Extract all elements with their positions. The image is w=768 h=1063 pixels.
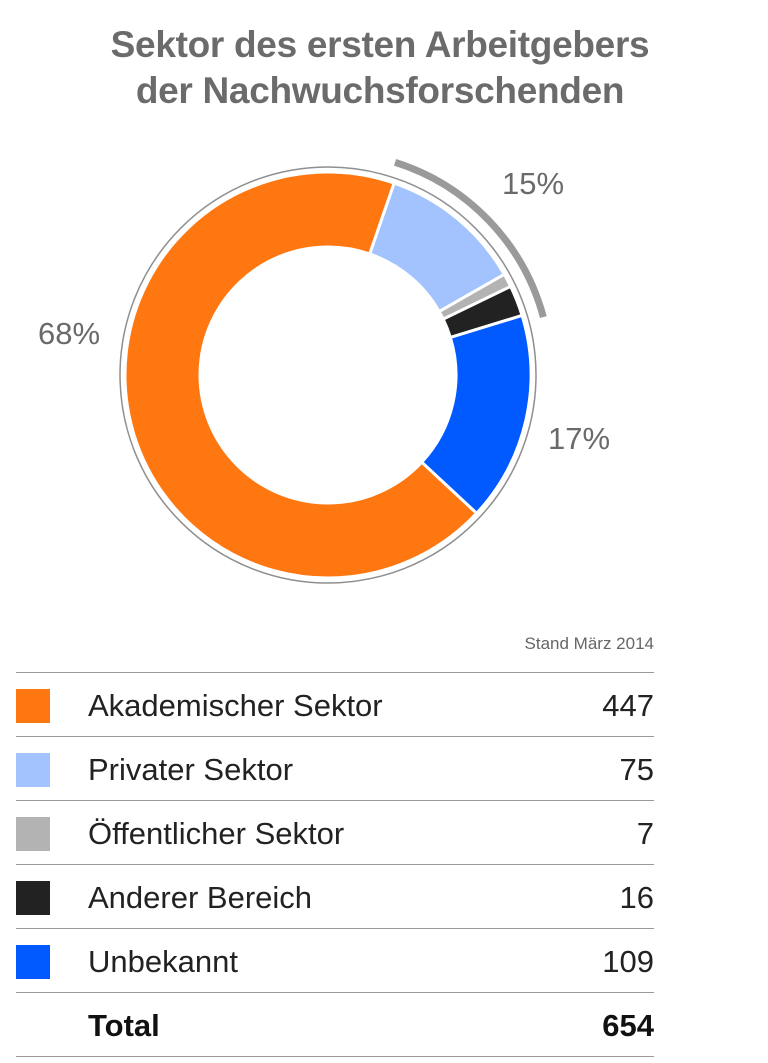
legend-row-public: Öffentlicher Sektor 7 [16,801,654,865]
legend-label-unknown: Unbekannt [88,944,238,979]
legend-label-private: Privater Sektor [88,752,294,787]
legend-value-other: 16 [619,880,654,915]
legend-swatch-private [16,753,50,787]
label-academic-percent: 68% [38,316,100,351]
legend-row-other: Anderer Bereich 16 [16,865,654,929]
legend-value-academic: 447 [602,688,654,723]
legend-value-unknown: 109 [602,944,654,979]
legend-swatch-unknown [16,945,50,979]
chart-title-line-2: der Nachwuchsforschenden [135,70,625,111]
chart-title-line-1: Sektor des ersten Arbeitgebers [110,24,650,65]
date-note: Stand März 2014 [524,634,654,653]
slice-academic [123,170,479,580]
legend-row-private: Privater Sektor 75 [16,737,654,801]
bracket-arc [394,158,547,318]
donut-chart: 68% 15% 17% [38,158,610,584]
chart-title: Sektor des ersten Arbeitgebers der Nachw… [0,22,760,114]
legend-row-unknown: Unbekannt 109 [16,929,654,993]
legend-swatch-public [16,817,50,851]
legend-table: Akademischer Sektor 447 Privater Sektor … [16,672,654,1057]
legend-total-value: 654 [602,1008,654,1043]
label-bracket-percent: 15% [502,166,564,201]
legend-label-other: Anderer Bereich [88,880,313,915]
legend-total-label: Total [88,1008,160,1043]
donut-outer-ring [119,166,537,584]
legend-value-public: 7 [636,816,654,851]
legend-swatch-academic [16,689,50,723]
legend-row-total: Total 654 [16,993,654,1057]
legend-row-academic: Akademischer Sektor 447 [16,673,654,737]
legend-swatch-other [16,881,50,915]
label-unknown-percent: 17% [548,421,610,456]
legend-label-public: Öffentlicher Sektor [88,816,345,851]
legend-value-private: 75 [619,752,654,787]
legend-label-academic: Akademischer Sektor [88,688,383,723]
